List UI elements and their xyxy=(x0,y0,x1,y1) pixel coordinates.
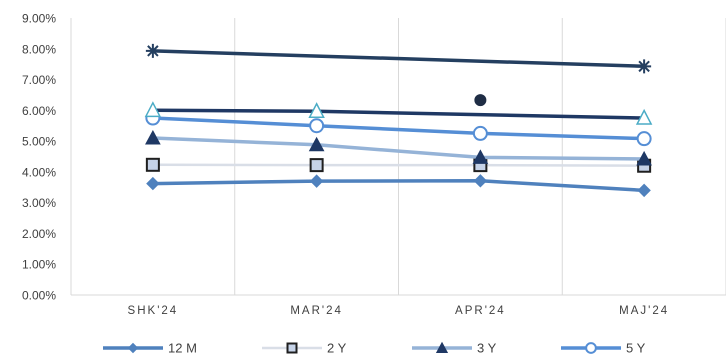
y-tick-label: 4.00% xyxy=(22,165,56,179)
data-point xyxy=(309,174,324,188)
series-line xyxy=(151,116,646,141)
data-point xyxy=(145,157,160,172)
y-tick-label: 0.00% xyxy=(22,289,56,303)
data-point xyxy=(636,150,652,166)
y-tick-label: 6.00% xyxy=(22,104,56,118)
y-tick-label: 7.00% xyxy=(22,73,56,87)
data-point xyxy=(309,158,324,173)
data-point xyxy=(308,102,325,119)
data-point xyxy=(308,136,325,152)
data-point xyxy=(635,108,653,125)
y-tick-label: 2.00% xyxy=(22,227,56,241)
series-line xyxy=(151,179,646,193)
y-tick-label: 3.00% xyxy=(22,196,56,210)
data-point xyxy=(637,59,652,74)
x-tick-label: APR'24 xyxy=(455,305,506,317)
legend-item: 12 M xyxy=(103,341,197,356)
y-tick-label: 8.00% xyxy=(22,42,56,56)
x-tick-label: SHK'24 xyxy=(128,305,179,317)
series-line xyxy=(151,163,646,167)
data-point xyxy=(145,129,161,145)
data-point xyxy=(309,118,325,134)
series-line xyxy=(151,136,646,161)
y-tick-label: 1.00% xyxy=(22,258,56,272)
x-axis: SHK'24 MAR'24 APR'24 MAJ'24 xyxy=(128,305,669,317)
legend: 12 M 2 Y 3 Y 5 Y xyxy=(103,341,646,356)
series-group xyxy=(144,43,653,198)
data-point xyxy=(144,101,162,118)
data-point xyxy=(474,94,487,107)
series-2 xyxy=(145,129,652,166)
data-point xyxy=(145,43,160,58)
data-point xyxy=(146,176,160,191)
legend-label: 2 Y xyxy=(327,341,347,356)
data-point xyxy=(472,125,488,141)
data-point xyxy=(636,131,652,147)
x-tick-label: MAR'24 xyxy=(290,305,343,317)
data-point xyxy=(637,183,651,198)
legend-label: 12 M xyxy=(168,341,197,356)
data-point xyxy=(473,174,488,188)
series-5 xyxy=(145,43,652,74)
series-4 xyxy=(144,101,653,125)
legend-label: 3 Y xyxy=(477,341,497,356)
legend-item: 2 Y xyxy=(262,341,347,356)
series-6 xyxy=(474,94,487,107)
legend-marker xyxy=(435,341,449,353)
legend-marker xyxy=(585,342,597,354)
legend-item: 3 Y xyxy=(412,341,497,356)
legend-marker xyxy=(286,342,298,354)
series-0 xyxy=(146,174,651,198)
data-point xyxy=(472,149,489,164)
x-tick-label: MAJ'24 xyxy=(619,305,669,317)
series-line xyxy=(151,49,646,69)
y-tick-label: 5.00% xyxy=(22,135,56,149)
legend-marker xyxy=(127,342,139,354)
legend-item: 5 Y xyxy=(561,341,646,356)
legend-label: 5 Y xyxy=(626,341,646,356)
y-axis: 0.00% 1.00% 2.00% 3.00% 4.00% 5.00% 6.00% 7.00%… xyxy=(22,12,56,303)
y-tick-label: 9.00% xyxy=(22,12,56,26)
